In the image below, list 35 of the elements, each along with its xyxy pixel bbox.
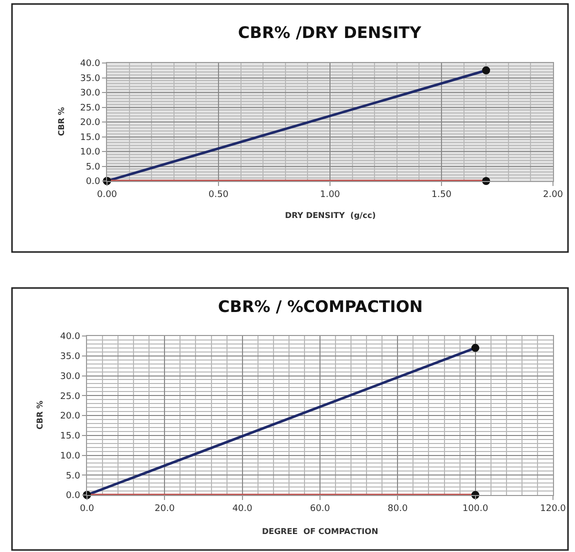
y-tick-label: 40.0: [80, 59, 100, 70]
x-tick-label: 120.0: [540, 504, 566, 514]
x-tick-label: 2.00: [542, 190, 564, 200]
chart-title: CBR% / %COMPACTION: [218, 297, 423, 316]
y-tick-label: 30.0: [60, 372, 80, 382]
x-axis-title: DRY DENSITY (g/cc): [285, 211, 376, 220]
y-tick-label: 20.0: [80, 118, 100, 128]
y-tick-label: 5.0: [66, 471, 80, 482]
x-tick-label: 100.0: [462, 504, 488, 514]
y-tick-label: 15.0: [80, 132, 100, 143]
x-tick-label: 60.0: [310, 504, 330, 514]
y-tick-label: 25.0: [80, 103, 100, 114]
x-tick-label: 80.0: [388, 504, 408, 514]
chart-title: CBR% /DRY DENSITY: [238, 23, 422, 42]
x-tick-label: 1.00: [320, 190, 340, 200]
y-tick-label: 15.0: [60, 432, 80, 442]
y-tick-label: 35.0: [80, 74, 100, 84]
x-tick-label: 1.50: [431, 190, 452, 200]
x-tick-label: 0.50: [208, 190, 229, 200]
x-tick-label: 0.00: [96, 190, 118, 200]
y-tick-label: 10.0: [60, 451, 80, 462]
y-tick-label: 25.0: [60, 392, 80, 402]
y-tick-label: 40.0: [60, 332, 80, 342]
x-tick-label: 20.0: [154, 504, 175, 514]
y-tick-label: 30.0: [80, 88, 100, 99]
y-tick-label: 5.0: [86, 162, 100, 172]
y-tick-label: 0.0: [86, 177, 100, 188]
y-axis-title: CBR %: [36, 400, 44, 430]
y-tick-label: 35.0: [60, 352, 80, 362]
x-axis-title: DEGREE OF COMPACTION: [262, 527, 378, 536]
y-tick-label: 20.0: [60, 412, 80, 422]
y-axis-title: CBR %: [57, 107, 66, 136]
y-tick-label: 10.0: [80, 148, 100, 158]
y-tick-label: 0.0: [66, 491, 80, 502]
x-tick-label: 40.0: [232, 504, 253, 514]
